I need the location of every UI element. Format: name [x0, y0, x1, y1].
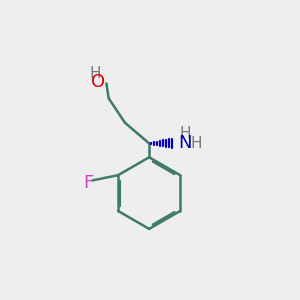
- Text: H: H: [179, 126, 191, 141]
- Text: F: F: [83, 174, 93, 192]
- Text: N: N: [178, 134, 192, 152]
- Text: O: O: [91, 73, 105, 91]
- Text: H: H: [191, 136, 202, 151]
- Text: H: H: [90, 66, 101, 81]
